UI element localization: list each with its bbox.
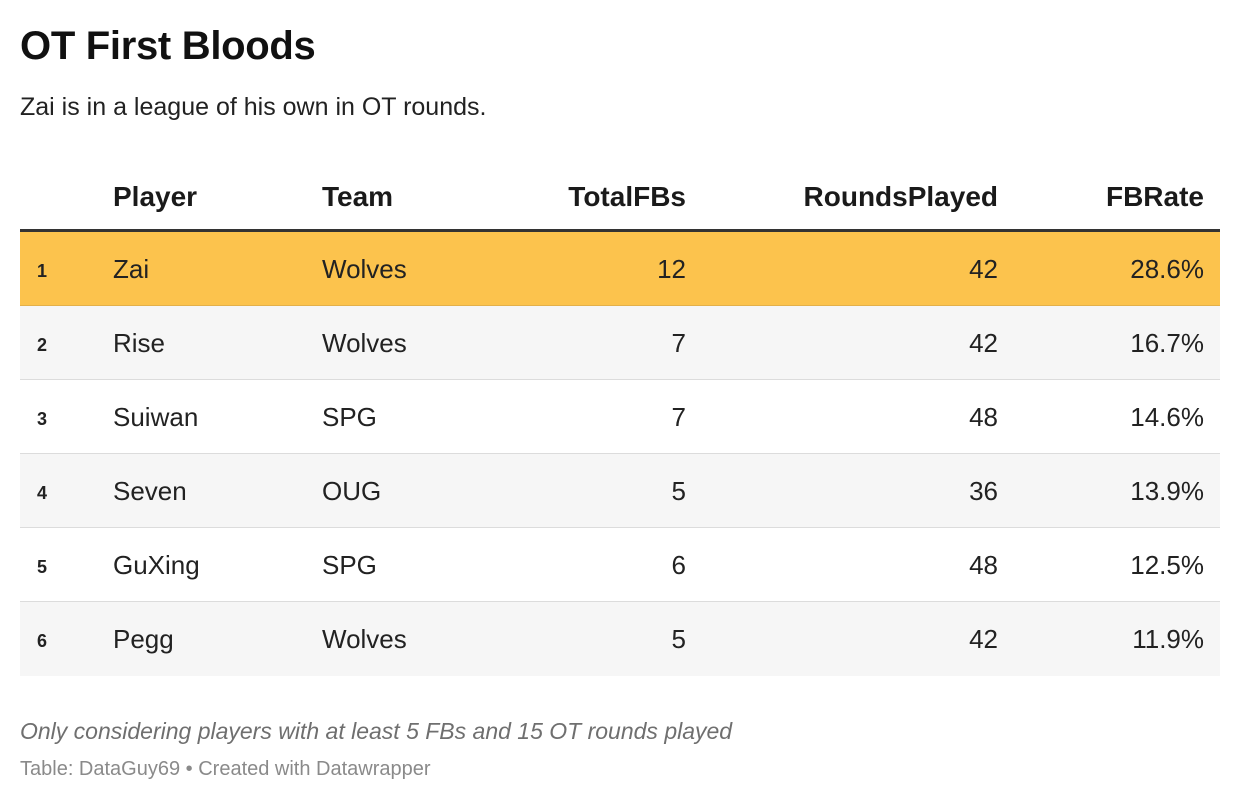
chart-subtitle: Zai is in a league of his own in OT roun… bbox=[20, 93, 487, 121]
table-row: 4 Seven OUG 5 36 13.9% bbox=[20, 454, 1220, 528]
total-fbs-cell: 12 bbox=[657, 254, 686, 284]
total-fbs-cell: 5 bbox=[671, 624, 686, 654]
team-cell: SPG bbox=[322, 402, 377, 432]
rounds-played-cell: 48 bbox=[969, 550, 998, 580]
fb-rate-cell: 28.6% bbox=[1130, 254, 1204, 284]
total-fbs-cell: 7 bbox=[671, 402, 686, 432]
fb-rate-cell: 13.9% bbox=[1130, 476, 1204, 506]
data-table: Player Team TotalFBs RoundsPlayed FBRate… bbox=[20, 160, 1220, 676]
rounds-played-cell: 42 bbox=[969, 328, 998, 358]
player-cell: Suiwan bbox=[113, 402, 199, 432]
team-cell: SPG bbox=[322, 550, 377, 580]
rank-cell: 6 bbox=[37, 631, 48, 651]
player-cell: Pegg bbox=[113, 624, 174, 654]
rank-cell: 4 bbox=[37, 483, 48, 503]
team-cell: Wolves bbox=[322, 254, 407, 284]
table-header: Player Team TotalFBs RoundsPlayed FBRate bbox=[20, 160, 1220, 232]
column-header-roundsplayed[interactable]: RoundsPlayed bbox=[803, 181, 998, 212]
column-header-player[interactable]: Player bbox=[113, 181, 198, 212]
rank-cell: 2 bbox=[37, 335, 48, 355]
rounds-played-cell: 36 bbox=[969, 476, 998, 506]
rounds-played-cell: 42 bbox=[969, 254, 998, 284]
team-cell: Wolves bbox=[322, 328, 407, 358]
column-header-totalfbs[interactable]: TotalFBs bbox=[568, 181, 686, 212]
player-cell: Zai bbox=[113, 254, 150, 284]
table-row: 6 Pegg Wolves 5 42 11.9% bbox=[20, 602, 1220, 676]
chart-title: OT First Bloods bbox=[20, 24, 316, 68]
source-credit[interactable]: Table: DataGuy69 • Created with Datawrap… bbox=[20, 758, 431, 780]
player-cell: Seven bbox=[113, 476, 187, 506]
column-header-fbrate[interactable]: FBRate bbox=[1105, 181, 1204, 212]
column-header-team[interactable]: Team bbox=[322, 181, 394, 212]
fb-rate-cell: 12.5% bbox=[1130, 550, 1204, 580]
player-cell: GuXing bbox=[113, 550, 200, 580]
fb-rate-cell: 11.9% bbox=[1132, 624, 1204, 654]
rank-cell: 5 bbox=[37, 557, 48, 577]
table-note: Only considering players with at least 5… bbox=[20, 718, 733, 744]
table-row: 5 GuXing SPG 6 48 12.5% bbox=[20, 528, 1220, 602]
rounds-played-cell: 48 bbox=[969, 402, 998, 432]
fb-rate-cell: 16.7% bbox=[1130, 328, 1204, 358]
table-row: 1 Zai Wolves 12 42 28.6% bbox=[20, 232, 1220, 306]
rounds-played-cell: 42 bbox=[969, 624, 998, 654]
total-fbs-cell: 5 bbox=[671, 476, 686, 506]
table-row: 2 Rise Wolves 7 42 16.7% bbox=[20, 306, 1220, 380]
player-cell: Rise bbox=[113, 328, 166, 358]
total-fbs-cell: 7 bbox=[671, 328, 686, 358]
fb-rate-cell: 14.6% bbox=[1130, 402, 1204, 432]
rank-cell: 3 bbox=[37, 409, 48, 429]
team-cell: OUG bbox=[322, 476, 382, 506]
total-fbs-cell: 6 bbox=[671, 550, 686, 580]
rank-cell: 1 bbox=[37, 261, 48, 281]
team-cell: Wolves bbox=[322, 624, 407, 654]
table-row: 3 Suiwan SPG 7 48 14.6% bbox=[20, 380, 1220, 454]
